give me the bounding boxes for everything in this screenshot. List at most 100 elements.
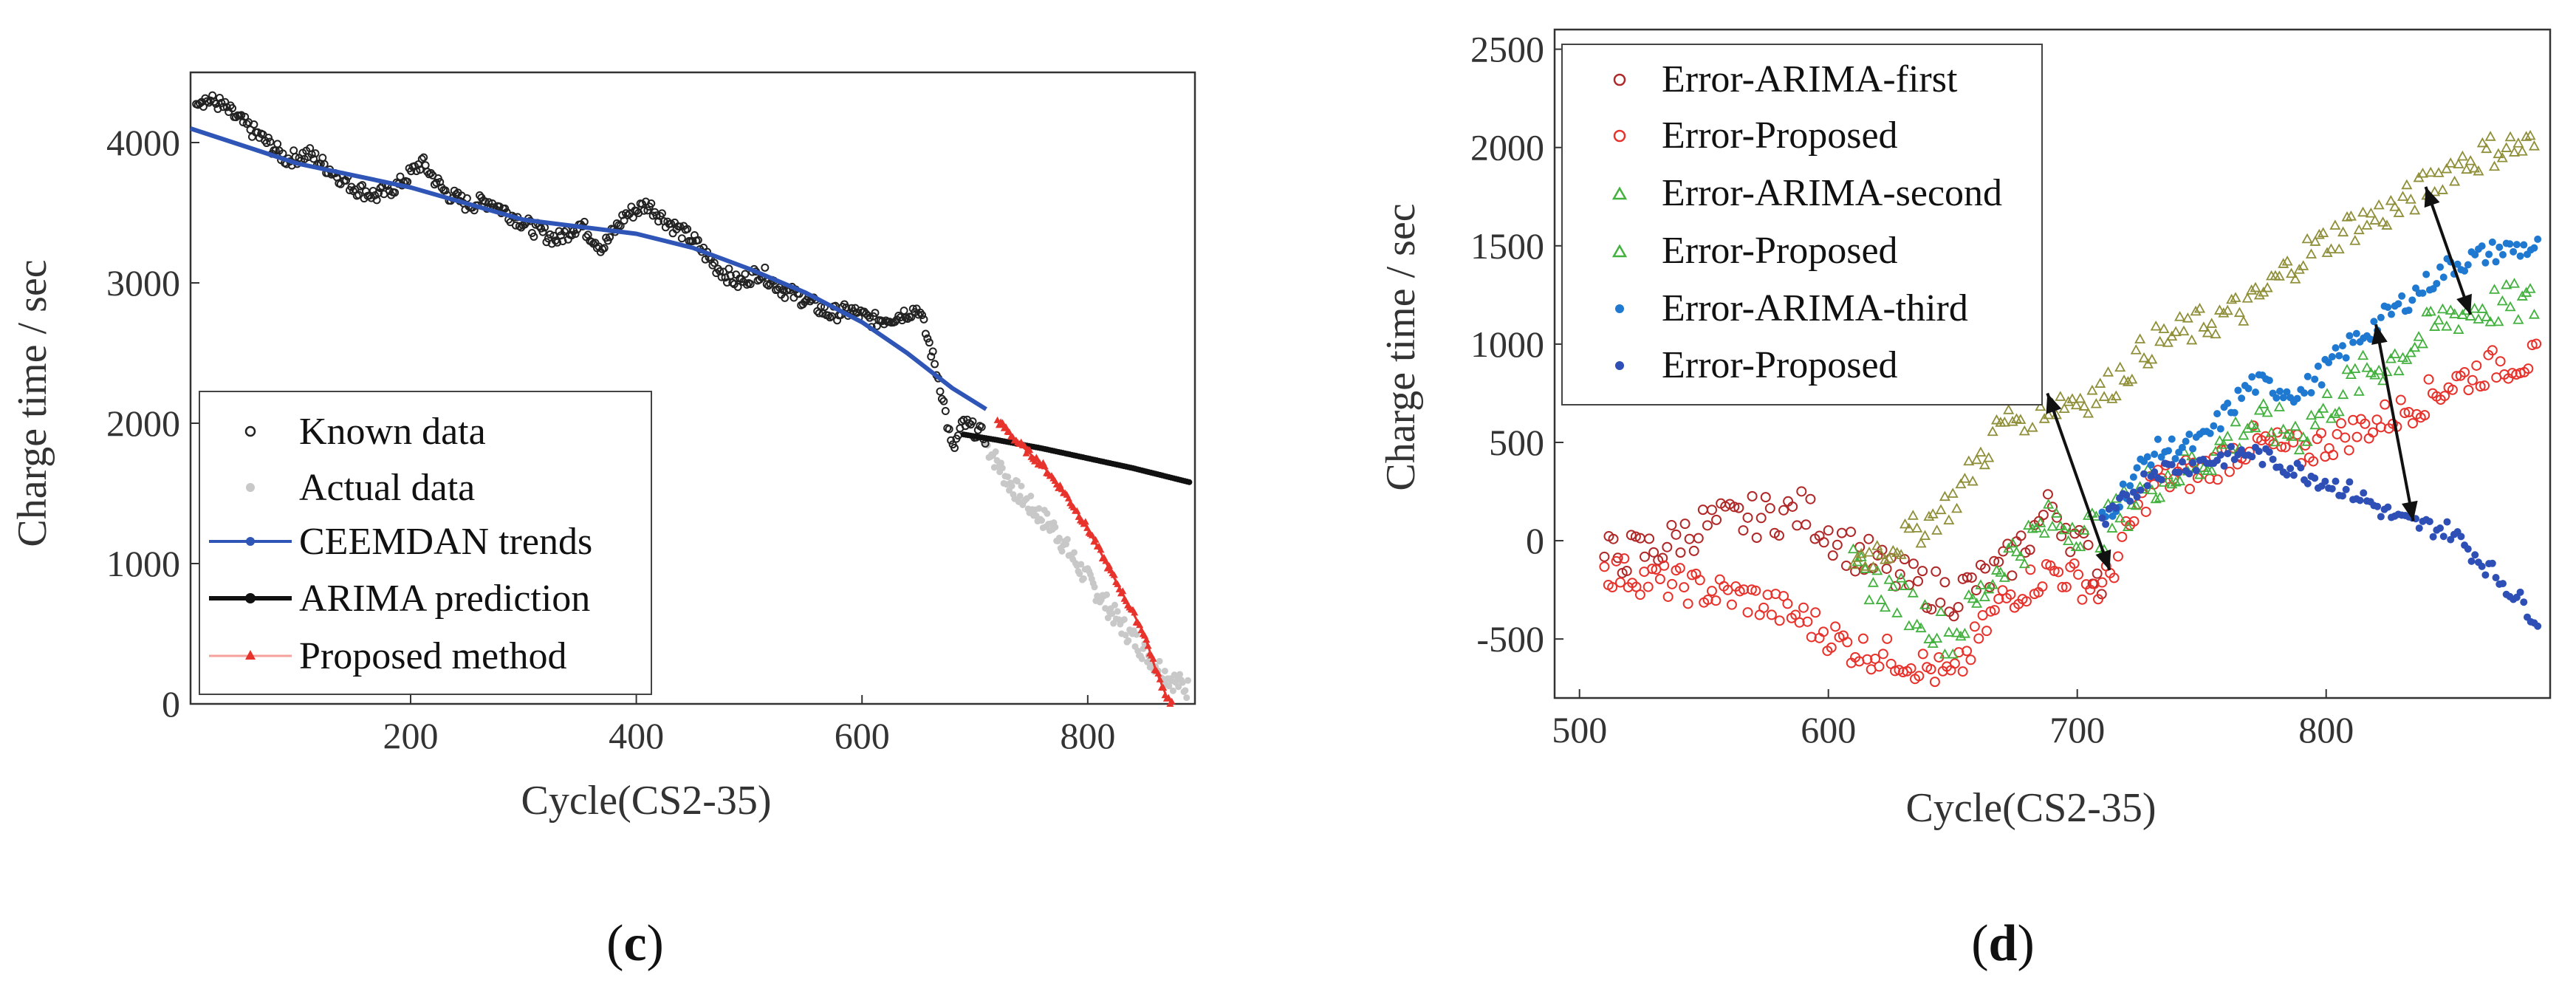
err-proposed-2-point bbox=[2063, 535, 2075, 545]
err-proposed-2-point bbox=[2038, 527, 2050, 538]
err-proposed-2-point bbox=[2349, 363, 2361, 374]
known-point bbox=[452, 190, 461, 199]
err-proposed-2-point bbox=[2325, 413, 2337, 423]
err-arima-second-point bbox=[2162, 337, 2174, 347]
err-arima-first-point bbox=[1657, 552, 1668, 564]
actual-point bbox=[1078, 561, 1085, 568]
actual-point bbox=[1183, 694, 1191, 702]
err-arima-second-point bbox=[2018, 425, 2030, 436]
err-arima-third-point bbox=[2182, 437, 2190, 445]
err-arima-second-point bbox=[2278, 258, 2289, 268]
err-proposed-2-point bbox=[1895, 572, 1907, 583]
err-arima-second-point bbox=[2130, 344, 2142, 355]
err-arima-second-point bbox=[2318, 227, 2329, 238]
err-arima-second-point bbox=[2425, 166, 2436, 177]
err-arima-second-point bbox=[2150, 320, 2162, 331]
proposed-point bbox=[1092, 535, 1100, 543]
err-proposed-1-point bbox=[2069, 558, 2080, 569]
legend-err-proposed-1-label: Error-Proposed bbox=[1662, 114, 1898, 157]
known-point bbox=[919, 315, 928, 324]
err-arima-first-point bbox=[1993, 556, 2004, 567]
err-arima-third-point bbox=[2436, 263, 2445, 271]
actual-point bbox=[1138, 655, 1145, 663]
err-arima-third-point bbox=[2234, 386, 2242, 394]
panel-c-ylabel: Charge time / sec bbox=[10, 259, 55, 547]
err-proposed-2-point bbox=[1943, 626, 1955, 637]
err-proposed-2-point bbox=[2055, 520, 2066, 530]
err-arima-second-point bbox=[2138, 352, 2150, 363]
err-proposed-2-point bbox=[1955, 630, 1967, 641]
err-arima-second-point bbox=[2003, 404, 2015, 414]
err-arima-second-point bbox=[2313, 228, 2325, 239]
legend-arima-marker bbox=[245, 593, 256, 603]
actual-point bbox=[998, 465, 1006, 472]
err-arima-first-point bbox=[1935, 598, 1946, 609]
proposed-point bbox=[1031, 457, 1039, 465]
err-proposed-2-point bbox=[1967, 592, 1979, 603]
err-arima-second-point bbox=[2102, 366, 2114, 377]
actual-point bbox=[1120, 616, 1128, 623]
err-proposed-1-point bbox=[1977, 610, 1988, 621]
err-arima-third-point bbox=[2251, 388, 2259, 396]
err-proposed-1-point bbox=[2061, 581, 2072, 592]
err-proposed-2-point bbox=[2416, 338, 2428, 349]
actual-point bbox=[1091, 584, 1098, 591]
err-arima-second-point bbox=[2501, 142, 2512, 152]
err-proposed-3-point bbox=[2185, 470, 2193, 478]
actual-point bbox=[1111, 601, 1119, 609]
known-point bbox=[677, 234, 686, 243]
actual-point bbox=[1058, 547, 1066, 555]
actual-point bbox=[1063, 535, 1071, 543]
err-proposed-2-point bbox=[2285, 431, 2298, 441]
err-proposed-2-point bbox=[1919, 599, 1931, 609]
err-proposed-1-point bbox=[2328, 450, 2339, 461]
known-point bbox=[616, 222, 625, 230]
actual-point bbox=[1052, 524, 1059, 531]
known-point bbox=[266, 137, 275, 146]
err-arima-first-point bbox=[1948, 611, 1959, 622]
legend-ceemdan-marker bbox=[246, 537, 255, 546]
err-arima-first-point bbox=[1796, 486, 1807, 497]
err-arima-second-point bbox=[1947, 487, 1959, 498]
err-proposed-1-point bbox=[1739, 584, 1750, 595]
err-proposed-2-point bbox=[1998, 572, 2010, 582]
known-point bbox=[717, 273, 726, 281]
err-arima-first-point bbox=[1755, 513, 1767, 524]
err-arima-first-point bbox=[2024, 544, 2035, 555]
err-arima-second-point bbox=[2066, 393, 2078, 403]
err-arima-third-point bbox=[2478, 242, 2486, 250]
err-proposed-2-point bbox=[2313, 408, 2325, 419]
err-proposed-2-point bbox=[2413, 331, 2425, 341]
panel-d-arrows bbox=[2046, 186, 2473, 571]
err-proposed-1-point bbox=[2439, 391, 2450, 402]
err-proposed-2-point bbox=[1979, 591, 1990, 602]
err-arima-first-point bbox=[1729, 502, 1740, 513]
proposed-point bbox=[1041, 462, 1049, 470]
known-point bbox=[726, 271, 735, 280]
known-point bbox=[587, 237, 596, 246]
err-proposed-1-point bbox=[2185, 484, 2196, 495]
known-point bbox=[945, 425, 953, 434]
err-proposed-2-point bbox=[2365, 367, 2377, 377]
err-proposed-2-point bbox=[2193, 468, 2206, 479]
err-proposed-3-point bbox=[2289, 471, 2298, 479]
err-arima-third-point bbox=[2307, 389, 2315, 397]
err-proposed-2-point bbox=[2150, 493, 2162, 504]
err-proposed-2-point bbox=[2046, 521, 2058, 531]
err-arima-third-point bbox=[2520, 241, 2528, 249]
err-arima-second-point bbox=[2528, 140, 2540, 151]
err-proposed-1-point bbox=[1857, 633, 1868, 644]
legend-err-arima-third-label: Error-ARIMA-third bbox=[1662, 287, 1968, 329]
err-proposed-2-point bbox=[1891, 607, 1903, 617]
known-point bbox=[199, 102, 208, 111]
err-proposed-1-point bbox=[1714, 574, 1725, 585]
err-arima-third-point bbox=[2492, 258, 2500, 266]
panel-c-xlabel: Cycle(CS2-35) bbox=[521, 778, 771, 824]
err-arima-second-point bbox=[2233, 307, 2245, 318]
err-arima-second-point bbox=[2238, 315, 2250, 326]
d-ytick-label-1000: 1000 bbox=[1470, 324, 1544, 365]
known-point bbox=[936, 387, 945, 396]
actual-point bbox=[1076, 570, 1083, 578]
known-point bbox=[376, 184, 385, 193]
err-arima-first-point bbox=[1989, 555, 2000, 567]
